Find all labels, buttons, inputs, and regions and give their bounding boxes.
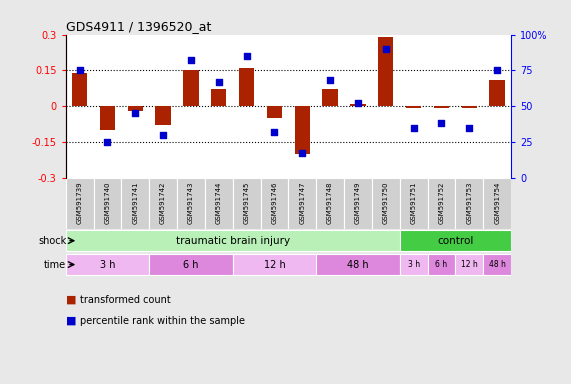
Text: 48 h: 48 h (347, 260, 369, 270)
Point (186, 57, 195, 63)
Bar (66, 178, 94, 229)
Text: traumatic brain injury: traumatic brain injury (176, 236, 289, 246)
Bar (406, 106, 421, 109)
Bar (66, 254, 149, 275)
Text: GSM591746: GSM591746 (271, 182, 278, 224)
Text: GDS4911 / 1396520_at: GDS4911 / 1396520_at (66, 20, 211, 33)
Point (297, 150, 307, 156)
Text: 48 h: 48 h (489, 260, 505, 269)
Bar (177, 178, 205, 229)
Point (465, 124, 474, 131)
Point (353, 100, 363, 106)
Bar (428, 178, 456, 229)
Bar (428, 254, 456, 275)
Bar (211, 89, 227, 106)
Text: 6 h: 6 h (183, 260, 199, 270)
Text: GSM591741: GSM591741 (132, 182, 138, 224)
Bar (316, 254, 400, 275)
Text: GSM591748: GSM591748 (327, 182, 333, 224)
Point (409, 124, 418, 131)
Bar (267, 106, 282, 118)
Bar (122, 178, 149, 229)
Point (242, 53, 251, 59)
Text: ■: ■ (66, 295, 80, 305)
Text: 3 h: 3 h (408, 260, 420, 269)
Bar (100, 106, 115, 130)
Text: GSM591747: GSM591747 (299, 182, 305, 224)
Point (437, 120, 446, 126)
Bar (149, 178, 177, 229)
Point (131, 110, 140, 116)
Point (103, 139, 112, 145)
Point (75, 67, 84, 73)
Text: 6 h: 6 h (436, 260, 448, 269)
Text: control: control (437, 236, 473, 246)
Bar (233, 254, 316, 275)
Bar (400, 230, 511, 252)
Bar (400, 254, 428, 275)
Bar (350, 104, 365, 106)
Text: GSM591742: GSM591742 (160, 182, 166, 224)
Point (270, 129, 279, 135)
Bar (483, 178, 511, 229)
Text: shock: shock (38, 236, 66, 246)
Text: GSM591750: GSM591750 (383, 182, 389, 224)
Text: GSM591753: GSM591753 (467, 182, 472, 224)
Text: transformed count: transformed count (80, 295, 171, 305)
Bar (378, 37, 393, 106)
Bar (127, 106, 143, 111)
Bar (233, 178, 260, 229)
Point (325, 77, 335, 83)
Point (381, 46, 391, 52)
Text: percentile rank within the sample: percentile rank within the sample (80, 316, 245, 326)
Text: GSM591743: GSM591743 (188, 182, 194, 224)
Text: GSM591740: GSM591740 (104, 182, 110, 224)
Bar (400, 178, 428, 229)
Text: GSM591749: GSM591749 (355, 182, 361, 224)
Bar (456, 178, 483, 229)
Text: GSM591745: GSM591745 (244, 182, 250, 224)
Point (214, 79, 223, 85)
Point (159, 132, 168, 138)
Bar (323, 89, 338, 106)
Bar (456, 254, 483, 275)
Text: time: time (44, 260, 66, 270)
Bar (461, 106, 477, 109)
Bar (295, 106, 310, 154)
Text: GSM591744: GSM591744 (216, 182, 222, 224)
Bar (434, 106, 449, 109)
Bar (183, 70, 199, 106)
Text: 12 h: 12 h (264, 260, 286, 270)
Point (493, 67, 502, 73)
Text: ■: ■ (66, 316, 80, 326)
Bar (149, 254, 233, 275)
Bar (344, 178, 372, 229)
Text: GSM591754: GSM591754 (494, 182, 500, 224)
Bar (372, 178, 400, 229)
Bar (316, 178, 344, 229)
Bar (72, 73, 87, 106)
Bar (94, 178, 122, 229)
Bar (155, 106, 171, 125)
Text: 12 h: 12 h (461, 260, 478, 269)
Bar (66, 230, 400, 252)
Bar (205, 178, 233, 229)
Text: GSM591752: GSM591752 (439, 182, 444, 224)
Bar (288, 178, 316, 229)
Text: GSM591751: GSM591751 (411, 182, 417, 224)
Bar (489, 80, 505, 106)
Text: GSM591739: GSM591739 (77, 182, 83, 224)
Bar (239, 68, 254, 106)
Bar (260, 178, 288, 229)
Bar (483, 254, 511, 275)
Text: 3 h: 3 h (100, 260, 115, 270)
